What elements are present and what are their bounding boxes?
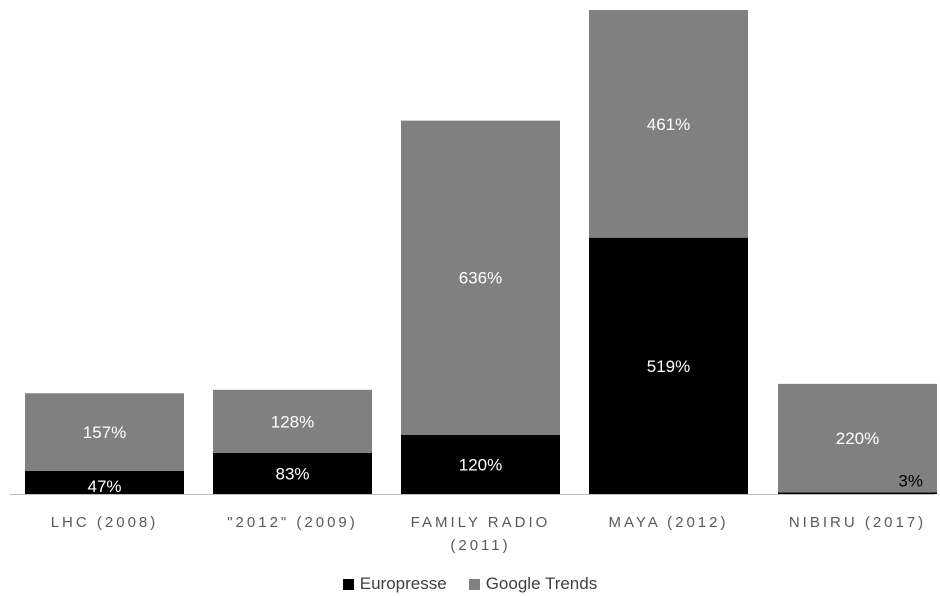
legend-swatch-europresse — [342, 578, 354, 590]
data-label-europresse-4: 3% — [898, 472, 923, 491]
x-tick-label-1-0: "2012" (2009) — [227, 514, 358, 531]
x-tick-label-2-0: FAMILY RADIO — [411, 514, 551, 531]
x-tick-label-2-1: (2011) — [450, 537, 510, 554]
bar-europresse-0 — [25, 470, 184, 494]
bar-europresse-1 — [213, 453, 372, 494]
bars-group — [25, 10, 937, 494]
data-label-google-trends-3: 461% — [647, 115, 690, 134]
data-label-europresse-2: 120% — [459, 455, 502, 474]
bar-google-trends-2 — [401, 120, 560, 435]
legend-item-europresse: Europresse — [342, 574, 447, 594]
bar-google-trends-1 — [213, 389, 372, 454]
bar-europresse-2 — [401, 434, 560, 494]
bar-labels-group: 47% 157% 83% 128% 120% 636% 519% 461% 3% 220% — [83, 115, 923, 496]
bar-europresse-4 — [778, 492, 937, 494]
x-tick-labels-group: LHC (2008) "2012" (2009) FAMILY RADIO (2011… — [51, 514, 926, 554]
bar-google-trends-3 — [589, 10, 748, 238]
data-label-google-trends-0: 157% — [83, 423, 126, 442]
legend-label-europresse: Europresse — [359, 574, 447, 593]
legend-item-google-trends: Google Trends — [468, 574, 598, 594]
legend: Europresse Google Trends — [0, 574, 940, 594]
legend-label-google-trends: Google Trends — [485, 574, 598, 593]
data-label-google-trends-1: 128% — [271, 412, 314, 431]
legend-swatch-google-trends — [468, 578, 480, 590]
bar-google-trends-4 — [778, 383, 937, 493]
data-label-google-trends-4: 220% — [836, 429, 879, 448]
data-label-europresse-0: 47% — [87, 477, 121, 496]
data-label-europresse-1: 83% — [275, 465, 309, 484]
x-tick-label-3-0: MAYA (2012) — [609, 514, 729, 531]
bar-europresse-3 — [589, 237, 748, 494]
x-tick-label-4-0: NIBIRU (2017) — [789, 514, 926, 531]
x-tick-label-0-0: LHC (2008) — [51, 514, 159, 531]
data-label-europresse-3: 519% — [647, 357, 690, 376]
data-label-google-trends-2: 636% — [459, 269, 502, 288]
bar-google-trends-0 — [25, 393, 184, 471]
